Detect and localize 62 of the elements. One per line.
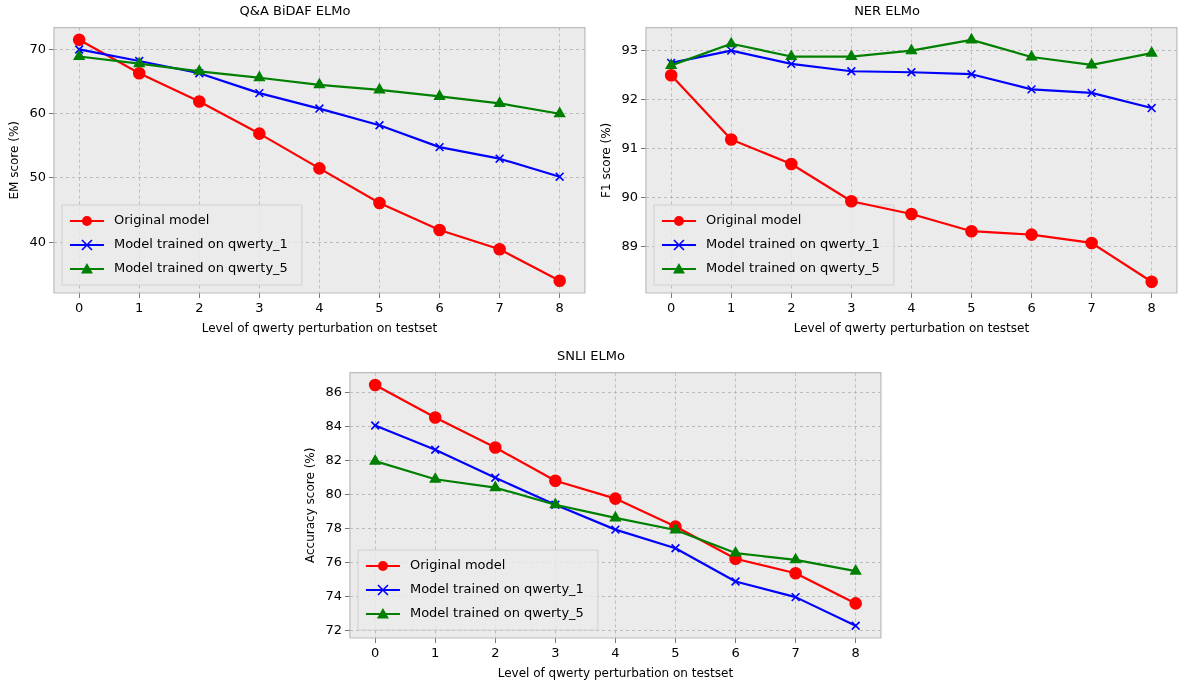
legend-label: Model trained on qwerty_5 [409,605,584,621]
y-axis-title: F1 score (%) [599,122,614,198]
y-axis-title: EM score (%) [7,121,22,200]
y-tick-label: 74 [325,587,342,603]
legend-label: Model trained on qwerty_1 [409,581,584,597]
x-tick-label: 5 [967,300,976,316]
y-tick-label: 70 [29,40,46,56]
y-tick-label: 89 [621,238,638,254]
legend-label: Original model [409,557,506,573]
y-tick-label: 80 [325,486,342,502]
x-axis-title: Level of qwerty perturbation on testset [793,320,1030,335]
x-tick-label: 6 [1027,300,1036,316]
chart-title: NER ELMo [854,3,920,19]
x-tick-label: 0 [75,300,84,316]
y-tick-label: 40 [29,233,46,249]
legend-label: Original model [705,212,802,228]
y-tick-label: 93 [621,42,638,58]
legend-label: Model trained on qwerty_5 [113,260,288,276]
x-tick-label: 1 [135,300,144,316]
y-tick-label: 50 [29,169,46,185]
x-tick-label: 2 [195,300,204,316]
x-tick-label: 4 [611,645,620,661]
x-axis-title: Level of qwerty perturbation on testset [201,320,438,335]
x-tick-label: 8 [555,300,564,316]
y-tick-label: 60 [29,105,46,121]
legend-label: Model trained on qwerty_1 [705,236,880,252]
x-axis-title: Level of qwerty perturbation on testset [497,665,734,680]
x-tick-label: 7 [791,645,800,661]
x-tick-label: 5 [671,645,680,661]
y-axis-title: Accuracy score (%) [303,447,318,564]
chart-title: Q&A BiDAF ELMo [239,3,351,19]
x-tick-label: 8 [851,645,860,661]
x-tick-label: 7 [1087,300,1096,316]
x-tick-label: 6 [435,300,444,316]
x-tick-label: 2 [491,645,500,661]
x-tick-label: 2 [787,300,796,316]
x-tick-label: 8 [1147,300,1156,316]
x-tick-label: 1 [431,645,440,661]
x-tick-label: 4 [907,300,916,316]
y-tick-label: 90 [621,189,638,205]
x-tick-label: 3 [551,645,560,661]
x-tick-label: 6 [731,645,740,661]
y-tick-label: 84 [325,418,342,434]
y-tick-label: 91 [621,140,638,156]
legend-label: Model trained on qwerty_5 [705,260,880,276]
y-tick-label: 78 [325,519,342,535]
y-tick-label: 82 [325,452,342,468]
x-tick-label: 3 [847,300,856,316]
y-tick-label: 92 [621,91,638,107]
chart-title: SNLI ELMo [557,348,625,364]
x-tick-label: 4 [315,300,324,316]
y-tick-label: 86 [325,384,342,400]
legend-label: Original model [113,212,210,228]
x-tick-label: 0 [667,300,676,316]
y-tick-label: 72 [325,621,342,637]
x-tick-label: 5 [375,300,384,316]
x-tick-label: 1 [727,300,736,316]
y-tick-label: 76 [325,553,342,569]
x-tick-label: 3 [255,300,264,316]
x-tick-label: 0 [371,645,380,661]
x-tick-label: 7 [495,300,504,316]
legend-label: Model trained on qwerty_1 [113,236,288,252]
